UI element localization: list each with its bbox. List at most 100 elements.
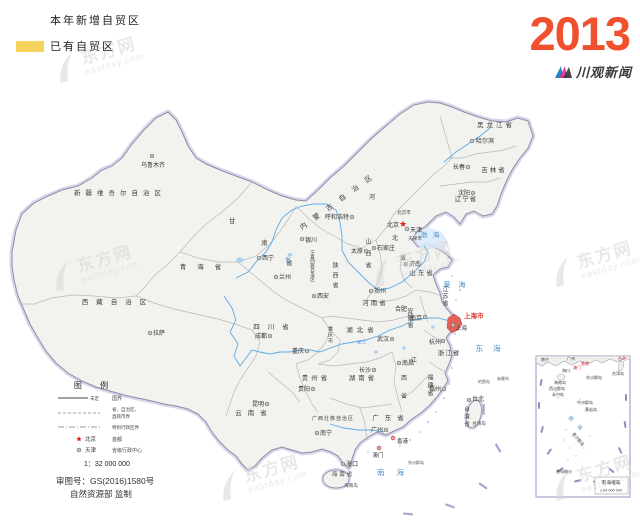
city-label-changsha: 长沙 [359, 366, 371, 374]
news-logo: 川观新闻 [554, 62, 632, 81]
province-label-sichuan: 四川省 [253, 322, 297, 331]
province-label-hunan: 湖南省 [349, 373, 378, 382]
region-label-tianjinshi: 天津市 [408, 235, 422, 242]
gansu-char: 甘 [229, 216, 236, 225]
approval-number: 审图号：GS(2016)1580号 [56, 476, 154, 486]
legend-sar-boundary-label: 特别行政区界 [112, 424, 139, 431]
legend-capital-city: 北京 [85, 435, 97, 443]
gansu-char: 省 [286, 258, 293, 267]
island-label-diaoyudao: 钓鱼岛 [478, 378, 490, 384]
province-label-jilin: 吉林省 [481, 165, 507, 174]
city-label-guiyang: 贵阳 [298, 385, 310, 393]
city-marker-macau [376, 445, 382, 451]
legend-title: 图 例 [74, 380, 116, 390]
city-marker-hongkong [390, 435, 396, 441]
hebei-char: 河 [369, 193, 375, 201]
jiangxi-char: 西 [401, 375, 407, 382]
city-label-nanning: 南宁 [320, 429, 332, 437]
city-label-hangzhou: 杭州 [429, 338, 441, 346]
province-label-hainan: 海南省 [332, 470, 355, 478]
city-marker [407, 311, 413, 317]
province-label-xinjiang: 新疆维吾尔自治区 [74, 188, 166, 197]
city-label-xining: 西宁 [262, 254, 274, 262]
city-marker [311, 293, 317, 299]
existing-ftz-label: 已有自贸区 [50, 41, 115, 53]
inset-label-hainandao: 海南岛 [554, 379, 566, 385]
inset-label-taipei: 台北 [618, 355, 626, 361]
legend-capital-label: 首都 [112, 436, 122, 443]
city-marker [256, 255, 262, 261]
producer-credit: 自然资源部 监制 [70, 489, 132, 499]
city-label-tianjin: 天津 [410, 227, 422, 234]
city-marker [264, 401, 270, 407]
inset-label-haikou: 海口 [562, 367, 570, 373]
province-label-shaanxi: 陕西省 [331, 261, 338, 292]
city-label-changchun: 长春 [453, 163, 465, 171]
city-marker [403, 261, 409, 267]
legend-province-bound-label2: 直辖市界 [112, 413, 130, 420]
inset-scale: 1:64 000 000 [600, 489, 622, 493]
city-marker [368, 288, 374, 294]
province-label-shandong: 山东省 [409, 268, 435, 277]
jiangxi-char: 江 [411, 357, 417, 364]
island-label-dongsha: 东沙群岛 [408, 459, 424, 465]
city-label-shijiazhuang: 石家庄 [377, 244, 395, 252]
coastal-islets [367, 257, 461, 453]
city-markers: 乌鲁木齐 哈尔滨 长春 沈阳 呼和浩特 北京 天津 石家庄 太原 银川 西宁 兰… [141, 137, 494, 468]
songhua-river [443, 127, 491, 163]
country-landmass [11, 101, 534, 489]
hebei-char: 省 [400, 254, 406, 262]
inset-label-hongkong: 香港 [581, 360, 589, 366]
inset-label-zengmuansha: 曾母暗沙 [556, 468, 572, 474]
province-label-yunnan: 云南省 [235, 408, 273, 417]
city-label-xian: 西安 [317, 292, 329, 300]
city-label-taipei: 台北 [472, 395, 484, 403]
province-label-qinghai: 青海省 [180, 262, 233, 271]
province-label-hubei: 湖北省 [346, 325, 378, 334]
ftz-legend: 本年新增自贸区 已有自贸区 [16, 12, 141, 64]
existing-ftz-swatch [16, 40, 44, 52]
city-label-chengdu: 成都 [255, 332, 267, 340]
city-marker [396, 360, 402, 366]
new-ftz-swatch [16, 14, 44, 26]
inset-label-huangyan: 黄岩岛 [585, 406, 597, 412]
river-labels: 黄河 长江 [284, 251, 367, 346]
dash-line-segments [403, 404, 502, 516]
city-marker [147, 330, 153, 336]
city-marker [383, 427, 389, 433]
legend-city-dot [76, 447, 82, 453]
province-label-henan: 河南省 [362, 298, 388, 307]
province-label-shanxi: 山西省 [364, 237, 371, 274]
province-label-heilongjiang: 黑龙江省 [477, 120, 515, 129]
city-label-taiyuan: 太原 [351, 247, 363, 255]
province-boundaries [20, 115, 517, 441]
news-logo-text: 川观新闻 [575, 65, 632, 80]
city-label-yinchuan: 银川 [305, 236, 317, 244]
province-label-xizang: 西藏自治区 [82, 297, 155, 306]
city-label-nanjing: 南京 [410, 314, 422, 322]
qinghai-lake [236, 257, 244, 263]
city-label-hongkong: 香港 [397, 437, 409, 445]
inset-label-yongxing: 永兴岛 [552, 391, 564, 397]
sea-labels: 渤 海 黄 海 东 海 南 海 [377, 230, 501, 477]
city-marker [310, 386, 316, 392]
inset-label-guangzhou: 广州 [567, 355, 575, 361]
city-marker [340, 461, 346, 467]
city-marker [349, 214, 355, 220]
city-label-macau: 澳门 [372, 451, 383, 459]
inset-caption-box [594, 476, 629, 495]
inset-islet-dots [555, 390, 591, 461]
legend-provcap-label: 省级行政中心 [112, 447, 142, 454]
city-marker-shanghai [450, 322, 456, 328]
city-label-wuhan: 武汉 [377, 335, 389, 343]
city-marker [304, 348, 310, 354]
city-marker [470, 190, 476, 196]
inset-label-macau: 澳门 [573, 364, 581, 370]
ftz-legend-row-existing: 已有自贸区 [16, 38, 141, 54]
island-label-hainandao: 海南岛 [344, 482, 358, 489]
jiangxi-char: 省 [401, 392, 407, 400]
island-labels: 台湾岛 海南岛 钓鱼岛 赤尾屿 东沙群岛 [344, 375, 509, 489]
city-label-hefei: 合肥 [395, 305, 407, 313]
nanhai-inset: 南宁 广州 台湾岛 海口 海南岛 东沙群岛 西沙群岛 永兴岛 中沙群岛 黄岩岛 … [535, 355, 631, 498]
city-marker [314, 430, 320, 436]
